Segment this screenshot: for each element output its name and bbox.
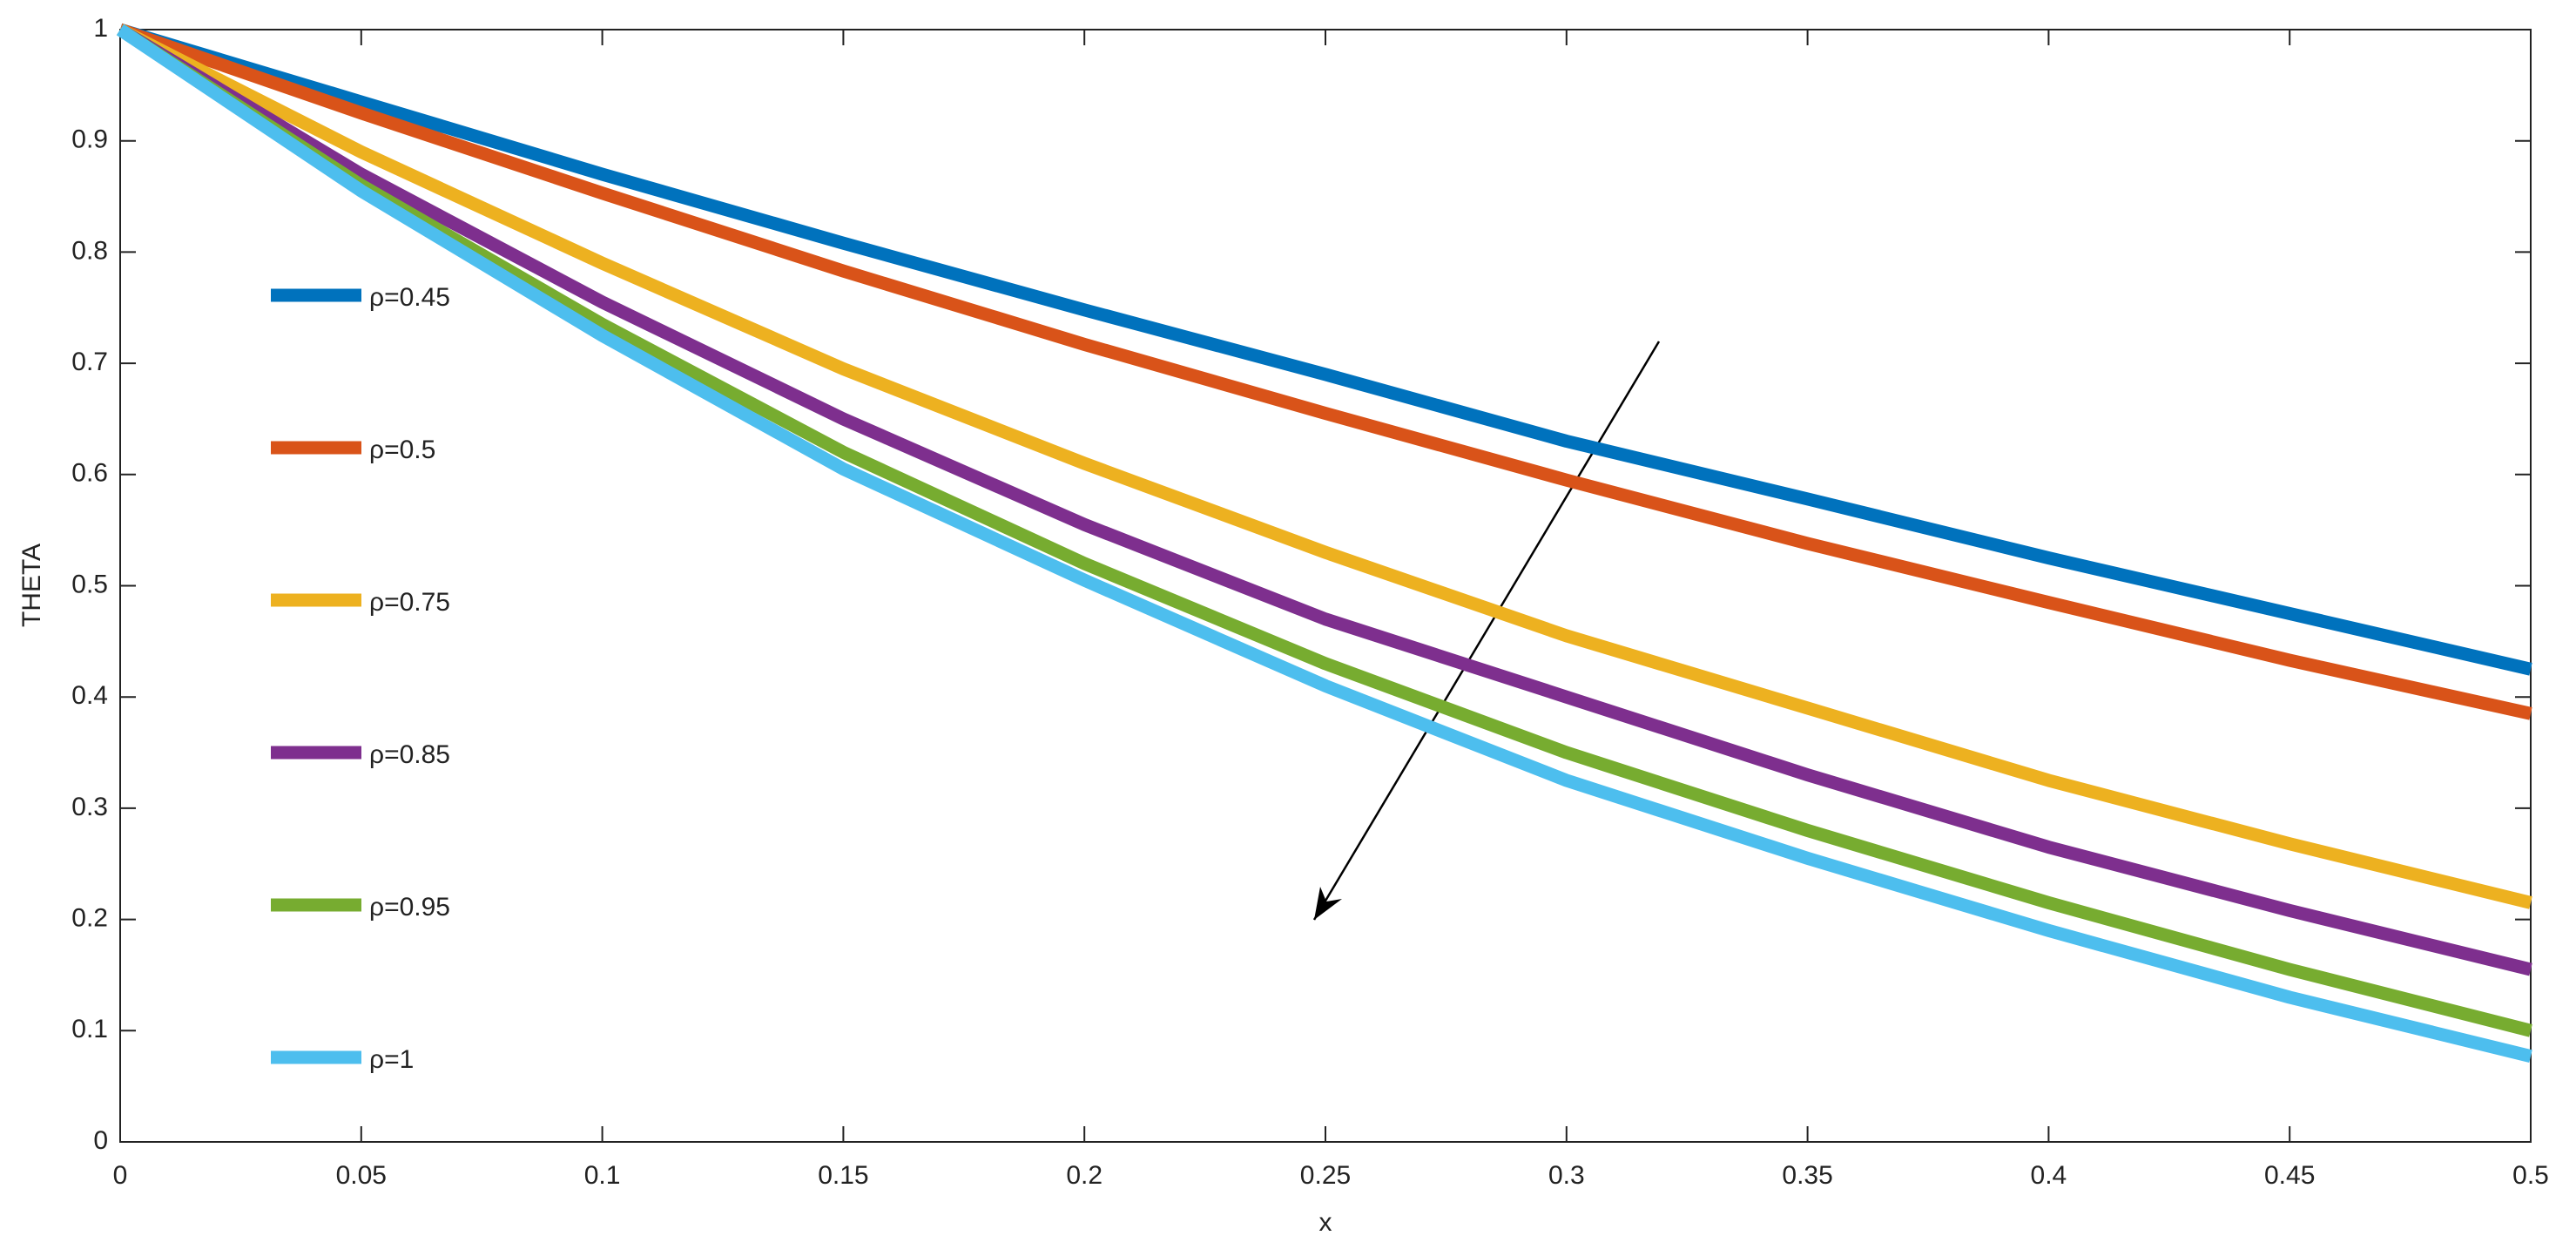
x-tick-label: 0.45 [2264, 1161, 2315, 1190]
x-tick-label: 0.2 [1066, 1161, 1103, 1190]
y-tick-label: 0.5 [71, 570, 108, 598]
series-line [118, 23, 2532, 720]
series-line [118, 23, 2532, 676]
legend-label: ρ=0.45 [369, 283, 450, 312]
x-tick-label: 0.25 [1300, 1161, 1351, 1190]
legend-label: ρ=0.95 [369, 893, 450, 922]
arrow-head [1314, 887, 1342, 920]
x-tick-label: 0.5 [2512, 1161, 2549, 1190]
y-tick-label: 0.8 [71, 236, 108, 265]
x-tick-label: 0.15 [818, 1161, 868, 1190]
x-tick-label: 0.05 [336, 1161, 387, 1190]
x-tick-label: 0.3 [1548, 1161, 1585, 1190]
y-tick-label: 0.6 [71, 459, 108, 488]
y-tick-label: 0 [93, 1126, 108, 1155]
y-tick-label: 0.7 [71, 348, 108, 376]
legend-label: ρ=0.75 [369, 588, 450, 617]
x-axis-label: x [1319, 1208, 1332, 1237]
y-tick-label: 0.2 [71, 904, 108, 933]
legend-label: ρ=0.85 [369, 740, 450, 769]
y-tick-label: 0.4 [71, 681, 108, 710]
y-axis-label: THETA [17, 544, 46, 627]
x-tick-label: 0.1 [584, 1161, 621, 1190]
series-line [116, 24, 2532, 1037]
y-tick-label: 0.3 [71, 793, 108, 821]
legend-label: ρ=1 [369, 1045, 414, 1074]
series-line [117, 24, 2532, 909]
y-tick-label: 1 [93, 14, 108, 43]
series-line [117, 24, 2532, 976]
series-line [116, 24, 2532, 1063]
y-tick-label: 0.1 [71, 1015, 108, 1043]
arrow-line [1312, 341, 1661, 921]
arrow-annotation [1312, 341, 1661, 921]
legend-label: ρ=0.5 [369, 436, 435, 464]
x-tick-label: 0.35 [1782, 1161, 1832, 1190]
y-tick-label: 0.9 [71, 125, 108, 154]
x-tick-label: 0 [113, 1161, 128, 1190]
x-tick-label: 0.4 [2031, 1161, 2067, 1190]
